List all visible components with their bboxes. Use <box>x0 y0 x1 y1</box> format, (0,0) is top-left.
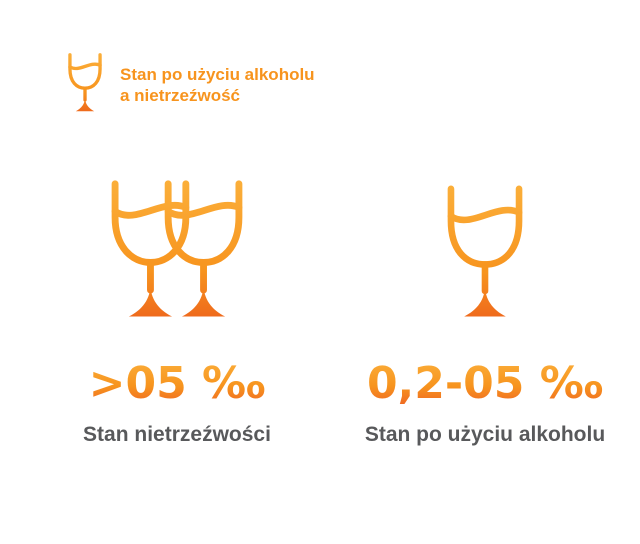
intoxication-value: >05 ‰ <box>88 358 266 409</box>
two-wine-glasses-icon <box>69 176 285 348</box>
after-use-label: Stan po użyciu alkoholu <box>364 423 606 446</box>
after-use-value: 0,2-05 ‰ <box>366 358 604 409</box>
header-title-line2: a nietrzeźwość <box>120 86 240 106</box>
header: Stan po użyciu alkoholu a nietrzeźwość <box>62 50 315 126</box>
intoxication-section: >05 ‰ Stan nietrzeźwości <box>58 176 296 447</box>
wine-glass-icon <box>62 50 108 126</box>
header-title-line1: Stan po użyciu alkoholu <box>120 65 315 84</box>
header-title: Stan po użyciu alkoholu a nietrzeźwość <box>120 50 315 107</box>
intoxication-label: Stan nietrzeźwości <box>83 423 271 446</box>
wine-glass-icon <box>433 176 537 348</box>
after-use-section: 0,2-05 ‰ Stan po użyciu alkoholu <box>352 176 618 447</box>
